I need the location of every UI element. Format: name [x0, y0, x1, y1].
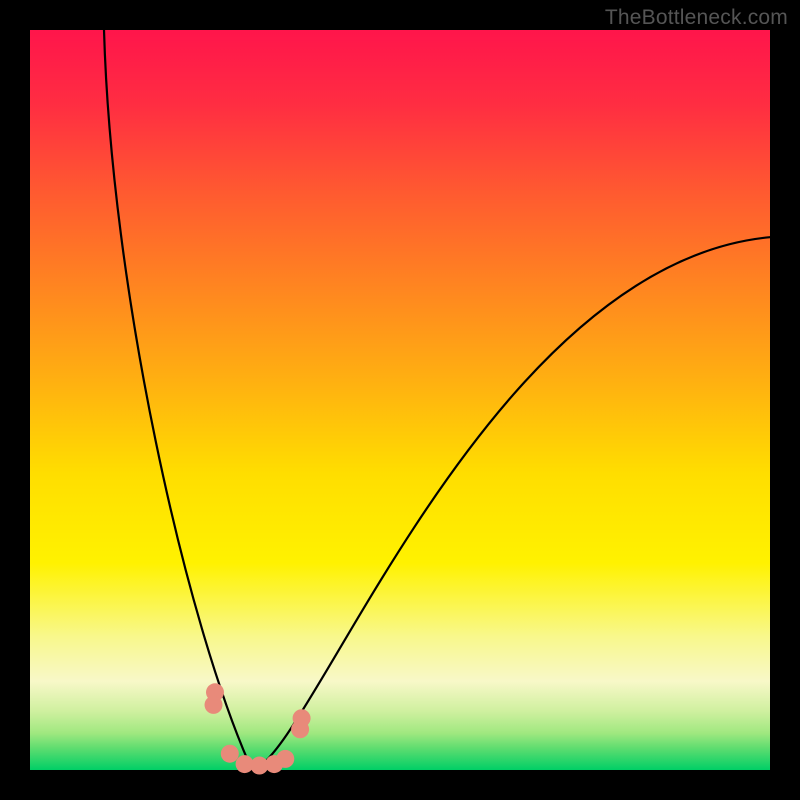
marker-point: [205, 696, 223, 714]
chart-svg: [0, 0, 800, 800]
chart-container: TheBottleneck.com: [0, 0, 800, 800]
marker-point: [221, 745, 239, 763]
marker-point: [276, 750, 294, 768]
plot-background: [30, 30, 770, 770]
watermark-text: TheBottleneck.com: [605, 6, 788, 30]
marker-point: [293, 709, 311, 727]
